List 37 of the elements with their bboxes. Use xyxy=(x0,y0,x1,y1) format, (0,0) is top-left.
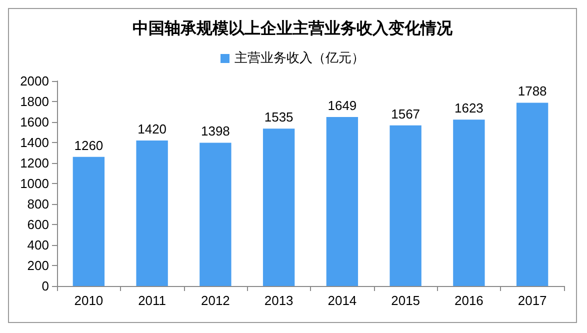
x-tick-label: 2013 xyxy=(264,293,294,308)
bar xyxy=(136,140,168,286)
legend-label: 主营业务收入（亿元） xyxy=(234,50,364,66)
x-tick-label: 2017 xyxy=(518,293,547,308)
y-tick-label: 1600 xyxy=(20,114,49,130)
y-tick-label: 1200 xyxy=(20,156,49,170)
y-tick-label: 2000 xyxy=(20,74,49,88)
x-tick-label: 2014 xyxy=(328,293,357,308)
data-label: 1567 xyxy=(391,106,420,122)
data-label: 1788 xyxy=(518,84,547,99)
y-tick-label: 1400 xyxy=(20,135,49,150)
data-label: 1420 xyxy=(138,121,167,136)
chart-title: 中国轴承规模以上企业主营业务收入变化情况 xyxy=(132,18,454,38)
bar xyxy=(72,156,105,286)
y-tick-label: 200 xyxy=(27,258,49,273)
bar xyxy=(200,142,232,286)
x-tick-label: 2015 xyxy=(391,293,420,308)
x-tick-label: 2016 xyxy=(454,293,484,308)
bar xyxy=(453,120,485,286)
y-tick-label: 1000 xyxy=(20,176,49,191)
bar xyxy=(516,102,548,286)
x-tick-label: 2010 xyxy=(74,293,104,308)
bar xyxy=(326,116,358,286)
y-tick-label: 800 xyxy=(27,196,49,212)
y-tick-label: 600 xyxy=(27,217,49,232)
data-label: 1623 xyxy=(454,100,484,116)
y-tick-label: 0 xyxy=(42,278,49,294)
bar xyxy=(262,128,295,286)
data-label: 1535 xyxy=(264,110,294,125)
x-tick-label: 2012 xyxy=(200,293,230,308)
data-label: 1649 xyxy=(328,98,357,113)
data-label: 1398 xyxy=(200,124,230,139)
data-label: 1260 xyxy=(74,138,104,153)
bar xyxy=(390,125,422,286)
y-tick-label: 1800 xyxy=(20,94,49,109)
x-tick-label: 2011 xyxy=(138,293,166,308)
y-tick-label: 400 xyxy=(27,238,49,252)
